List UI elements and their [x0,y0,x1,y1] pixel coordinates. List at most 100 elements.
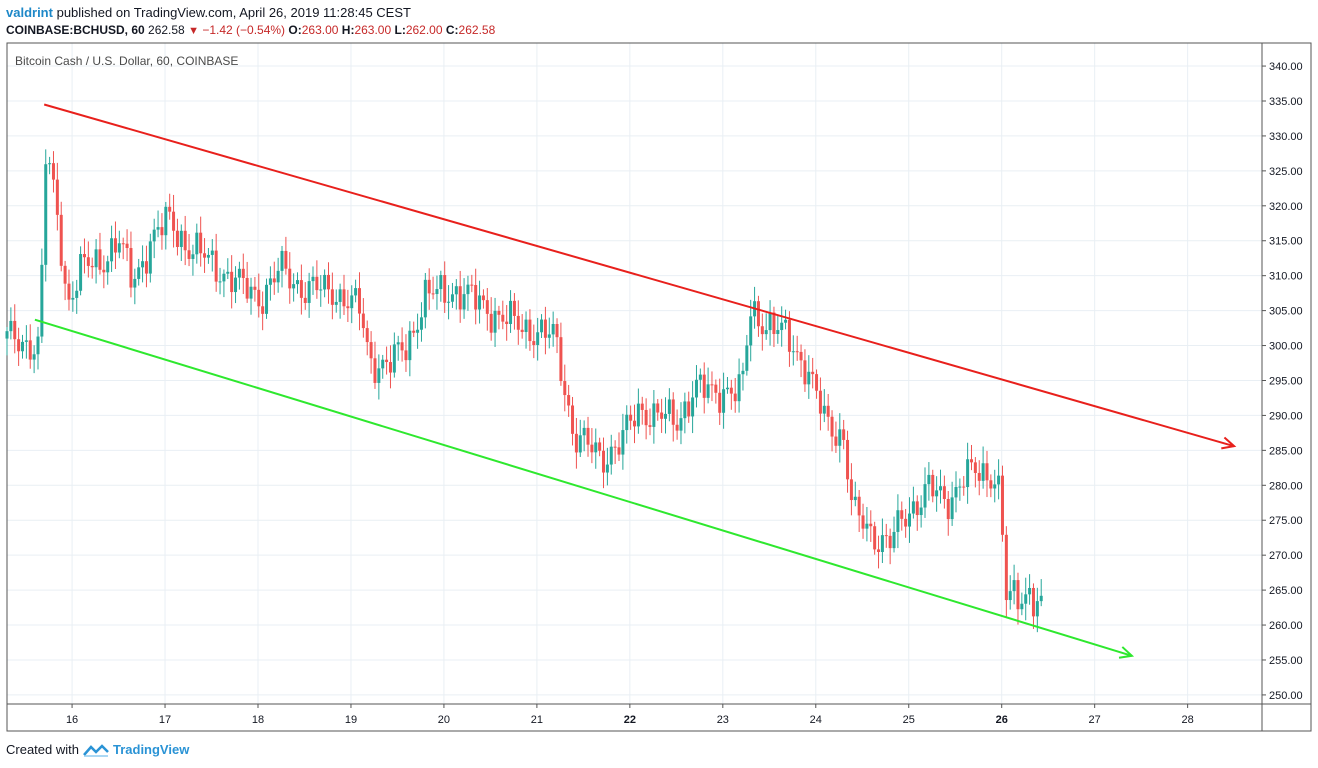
tradingview-logo-icon [83,743,109,757]
candle-body [489,313,493,333]
chart-title: Bitcoin Cash / U.S. Dollar, 60, COINBASE [15,54,238,68]
candle-body [567,395,571,406]
candle-body [222,273,226,282]
y-tick-label: 340.00 [1269,61,1303,73]
candle-body [280,250,284,271]
candle-body [780,322,784,331]
candle-body [811,371,815,375]
candle-body [830,416,834,437]
candle-body [9,320,13,332]
upper-trendline [43,103,1235,448]
candle-body [547,334,551,338]
candle-body [667,399,671,414]
price-axis[interactable]: 340.00 335.00 330.00 325.00 320.00 315.00 310.… [1262,61,1303,702]
candle-body [582,427,586,436]
candle-body [636,403,640,427]
candle-body [586,427,590,445]
time-axis[interactable]: 16 17 18 19 20 21 22 23 24 25 26 27 28 [66,704,1194,726]
candle-body [772,312,776,335]
candle-body [206,254,210,258]
candle-body [834,436,838,446]
candle-body [760,326,764,335]
y-tick-label: 310.00 [1269,271,1303,283]
candle-body [137,267,141,279]
y-tick-label: 265.00 [1269,585,1303,597]
trendlines[interactable] [34,103,1237,659]
candle-body [791,351,795,353]
candle-body [563,381,567,396]
candle-body [156,227,160,230]
candle-body [373,358,377,383]
candle-body [17,339,21,352]
candle-body [590,444,594,453]
candle-body [815,374,819,391]
candle-body [51,163,55,180]
candle-body [141,261,145,268]
candle-body [419,317,423,330]
candle-body [354,288,358,296]
candle-body [911,501,915,514]
last-price: 262.58 [148,23,185,37]
x-tick-label: 20 [438,714,450,726]
candle-body [942,486,946,499]
candle-body [485,300,489,314]
candle-body [160,227,164,236]
candle-body [954,486,958,498]
candle-body [261,306,265,314]
price-change: −1.42 (−0.54%) [202,23,286,37]
candle-body [323,274,327,290]
candle-body [818,390,822,414]
candle-body [1031,587,1035,617]
candle-body [687,401,691,417]
candle-body [939,486,943,491]
publish-info: valdrint published on TradingView.com, A… [6,5,411,20]
high-value: 263.00 [354,23,392,37]
candle-body [44,164,48,265]
candle-body [466,284,470,295]
candle-body [532,341,536,346]
candle-body [427,279,431,294]
candle-body [892,531,896,549]
y-tick-label: 275.00 [1269,515,1303,527]
candle-body [745,345,749,371]
candle-body [629,414,633,421]
candle-body [307,281,311,303]
candle-body [265,284,269,314]
candle-body [478,295,482,310]
candle-body [1000,475,1004,535]
tradingview-brand[interactable]: TradingView [112,742,190,757]
candle-body [187,250,191,259]
candle-body [435,289,439,295]
candle-body [447,301,451,303]
candle-body [210,250,214,255]
candle-body [691,397,695,417]
candle-body [20,341,24,352]
down-triangle-icon: ▼ [188,25,199,37]
candle-body [966,459,970,488]
candle-body [55,179,59,215]
candle-body [524,319,528,332]
candle-body [144,261,148,274]
x-tick-label: 17 [159,714,171,726]
candle-body [509,300,513,325]
open-label: O: [288,23,302,37]
candle-body [884,535,888,537]
y-tick-label: 285.00 [1269,445,1303,457]
candle-body [82,254,86,258]
candle-body [276,270,280,283]
candle-body [5,331,9,339]
candle-body [319,289,323,291]
candle-body [388,362,392,373]
candle-body [598,442,602,451]
candle-body [997,475,1001,485]
candle-body [470,284,474,286]
candle-body [191,254,195,259]
candle-body [919,507,923,516]
author-link[interactable]: valdrint [6,5,53,20]
candle-body [896,510,900,532]
candle-body [450,294,454,302]
candle-body [846,439,850,480]
candle-body [714,384,718,393]
candle-body [175,230,179,247]
